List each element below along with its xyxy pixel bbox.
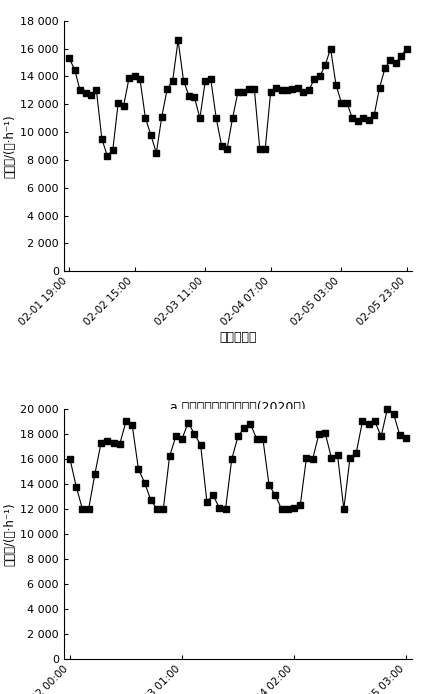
Y-axis label: 抖升量/(㎥·h⁻¹): 抖升量/(㎥·h⁻¹) [3, 502, 16, 566]
Y-axis label: 抖升量/(㎥·h⁻¹): 抖升量/(㎥·h⁻¹) [3, 115, 16, 178]
Text: a 优化前抖升量控制情况(2020年): a 优化前抖升量控制情况(2020年) [170, 401, 306, 414]
X-axis label: 日期及时间: 日期及时间 [219, 330, 257, 344]
